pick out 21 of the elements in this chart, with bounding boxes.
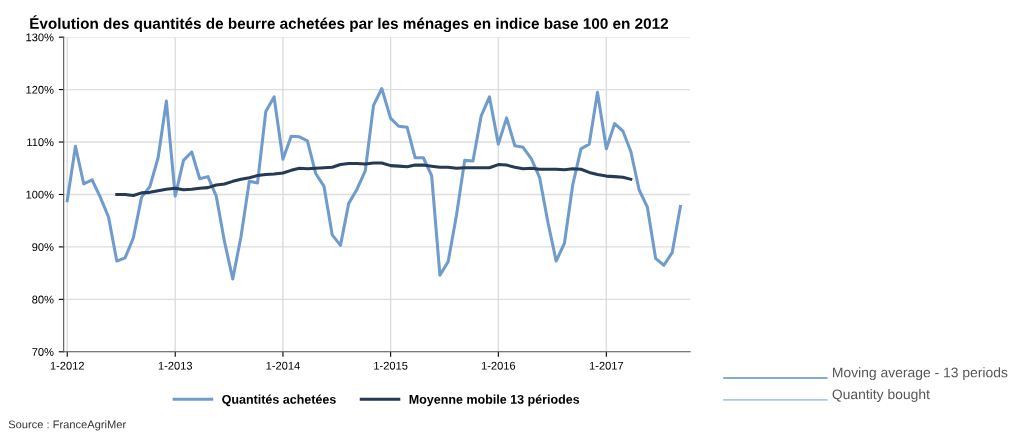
- legend-label: Quantités achetées: [222, 394, 336, 407]
- y-tick-label: 110%: [27, 138, 54, 147]
- x-tick-label: 1-2012: [50, 361, 84, 370]
- y-tick-label: 80%: [32, 295, 54, 304]
- x-tick-label: 1-2015: [374, 361, 408, 370]
- x-tick-label: 1-2016: [481, 361, 516, 370]
- source-note: Source : FranceAgriMer: [8, 420, 126, 431]
- legend-label: Moyenne mobile 13 périodes: [409, 394, 580, 407]
- x-tick-label: 1-2014: [266, 361, 300, 370]
- text: Moving average - 13 periods: [833, 367, 1008, 381]
- line-series: [65, 87, 682, 281]
- y-tick-label: 130%: [26, 33, 54, 42]
- text: Quantity bought: [832, 389, 930, 402]
- y-tick-label: 120%: [26, 85, 54, 94]
- y-tick-label: 70%: [32, 348, 54, 356]
- y-tick-label: 90%: [32, 243, 54, 252]
- x-tick-label: 1-2013: [158, 361, 193, 370]
- x-tick-label: 1-2017: [589, 361, 624, 370]
- y-tick-label: 100%: [26, 190, 54, 199]
- line-series: [115, 161, 633, 198]
- chart-title: Évolution des quantités de beurre achetées par les ménages en indice base 100 en 2012: [30, 15, 668, 33]
